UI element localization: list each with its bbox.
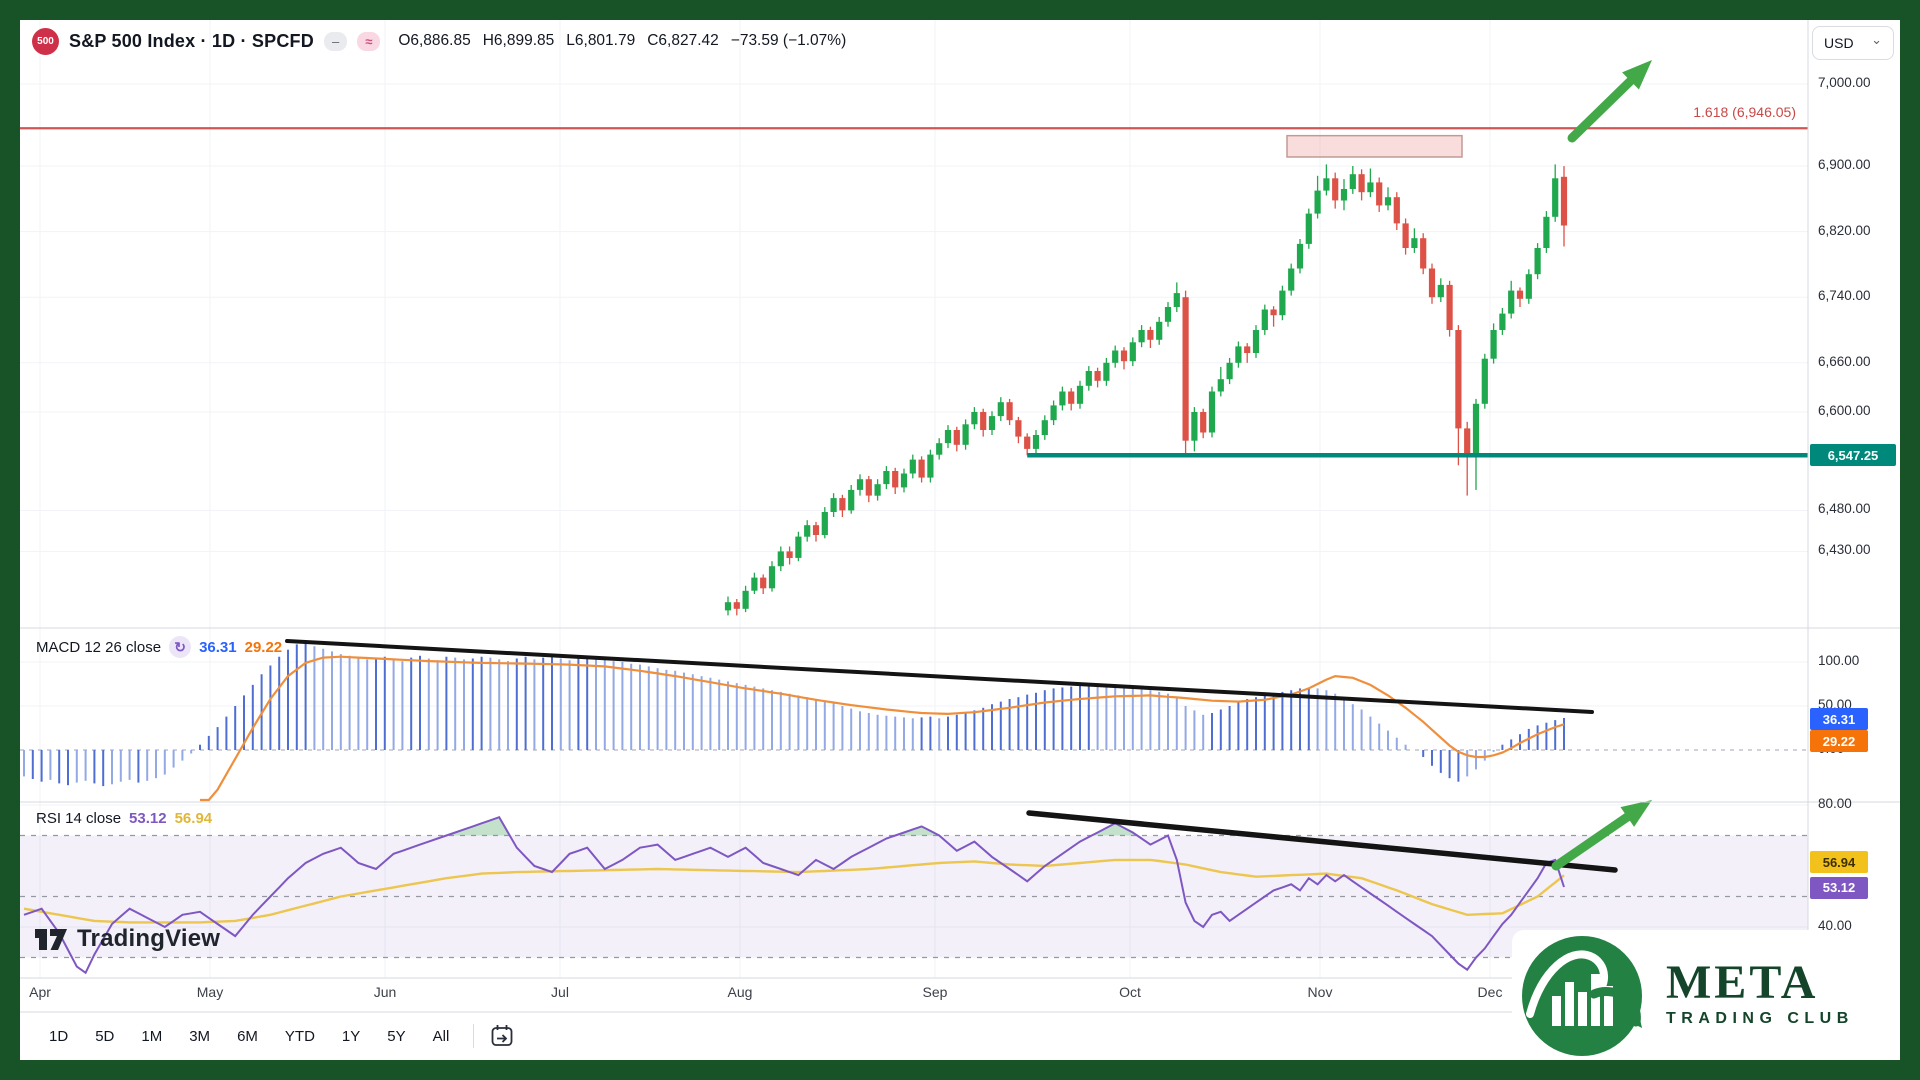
close-value: C6,827.42 (647, 32, 719, 49)
range-button-1y[interactable]: 1Y (341, 1027, 361, 1045)
macd-value-badge: 36.31 (1810, 708, 1868, 731)
month-label-jun: Jun (373, 984, 397, 1000)
high-value: H6,899.85 (482, 32, 555, 49)
rsi-axis-label: 40.00 (1818, 918, 1852, 933)
range-button-1m[interactable]: 1M (141, 1027, 163, 1045)
month-label-may: May (196, 984, 224, 1000)
toolbar-divider (473, 1024, 475, 1048)
change-value: −73.59 (−1.07%) (730, 32, 847, 49)
macd-indicator-legend[interactable]: MACD 12 26 close ↻ 36.31 29.22 (36, 636, 282, 658)
symbol-header: 500 S&P 500 Index · 1D · SPCFD – ≈ O6,88… (32, 24, 846, 58)
price-axis-label: 6,820.00 (1818, 222, 1871, 238)
range-button-ytd[interactable]: YTD (284, 1027, 315, 1045)
price-axis-label: 6,600.00 (1818, 403, 1871, 418)
month-label-nov: Nov (1307, 984, 1333, 1000)
time-axis[interactable]: Apr May Jun Jul Aug Sep Oct Nov Dec (0, 984, 1920, 1006)
macd-label: MACD 12 26 close (36, 638, 162, 656)
go-to-date-icon[interactable] (489, 1023, 515, 1049)
meta-club-emblem-icon (1522, 936, 1642, 1056)
range-button-all[interactable]: All (432, 1027, 450, 1045)
brand-name: META (1666, 956, 1819, 1009)
chart-canvas-background (20, 20, 1900, 1060)
collapse-pill-icon[interactable]: – (323, 31, 348, 51)
price-axis-label: 7,000.00 (1818, 75, 1871, 90)
month-label-jul: Jul (551, 984, 569, 1000)
macd-line-value: 36.31 (199, 638, 237, 656)
rsi-value-badge: 53.12 (1810, 876, 1868, 899)
rsi-ma-value: 56.94 (174, 810, 213, 827)
refresh-icon[interactable]: ↻ (169, 636, 192, 658)
low-value: L6,801.79 (566, 32, 636, 49)
macd-signal-value: 29.22 (244, 638, 283, 656)
price-axis-label: 6,480.00 (1818, 501, 1871, 517)
range-button-6m[interactable]: 6M (237, 1027, 258, 1045)
ohlc-readout: O6,886.85 H6,899.85 L6,801.79 C6,827.42 … (398, 32, 846, 50)
range-button-5y[interactable]: 5Y (387, 1027, 406, 1045)
timeframe-toolbar: 1D 5D 1M 3M 6M YTD 1Y 5Y All (40, 1016, 515, 1056)
approx-pill-icon[interactable]: ≈ (357, 31, 381, 51)
month-label-dec: Dec (1477, 984, 1503, 1000)
price-axis-label: 6,740.00 (1818, 288, 1871, 304)
price-axis-label: 6,900.00 (1818, 157, 1871, 172)
price-axis-label: 6,430.00 (1818, 542, 1871, 558)
range-button-3m[interactable]: 3M (189, 1027, 211, 1045)
month-label-sep: Sep (922, 984, 948, 1000)
currency-label: USD (1824, 35, 1854, 51)
rsi-line-value: 53.12 (129, 810, 167, 827)
symbol-title[interactable]: S&P 500 Index · 1D · SPCFD (69, 30, 314, 51)
support-price-badge: 6,547.25 (1810, 444, 1896, 467)
rsi-label: RSI 14 close (36, 810, 122, 827)
month-label-apr: Apr (29, 984, 51, 1000)
range-button-5d[interactable]: 5D (95, 1027, 115, 1045)
currency-dropdown[interactable]: USD ⌄ (1812, 26, 1894, 60)
rsi-indicator-legend[interactable]: RSI 14 close 53.12 56.94 (36, 810, 212, 827)
chevron-down-icon: ⌄ (1871, 32, 1882, 47)
price-axis-label: 6,660.00 (1818, 353, 1871, 369)
macd-signal-badge: 29.22 (1810, 730, 1868, 753)
tradingview-watermark-text: TradingView (77, 925, 221, 952)
month-label-aug: Aug (727, 984, 753, 1000)
open-value: O6,886.85 (398, 32, 471, 49)
rsi-axis-label: 80.00 (1818, 796, 1852, 811)
macd-axis-label: 100.00 (1818, 653, 1860, 668)
tradingview-logo-icon (35, 929, 67, 950)
rsi-ma-badge: 56.94 (1810, 851, 1868, 874)
tradingview-watermark: TradingView (34, 924, 220, 954)
brand-subtitle: TRADING CLUB (1666, 1010, 1854, 1027)
fib-level-label[interactable]: 1.618 (6,946.05) (1693, 104, 1796, 120)
range-button-1d[interactable]: 1D (49, 1027, 69, 1045)
sp500-logo-icon: 500 (32, 27, 59, 55)
month-label-oct: Oct (1119, 984, 1141, 1000)
meta-trading-club-logo: META TRADING CLUB (1512, 930, 1900, 1058)
